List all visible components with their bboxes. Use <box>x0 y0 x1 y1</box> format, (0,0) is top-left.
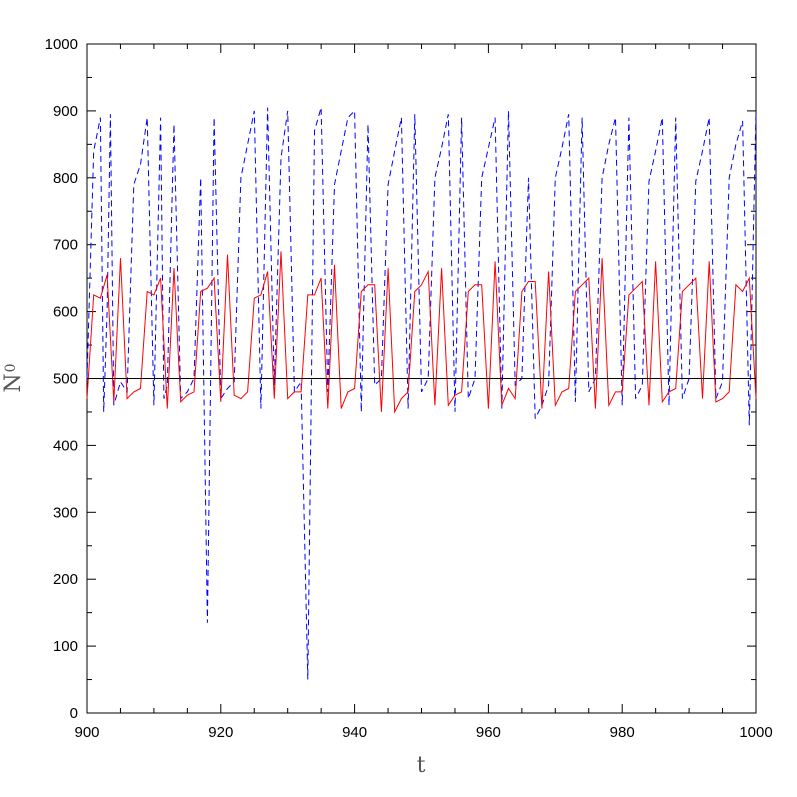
series-line-dashed <box>86 107 757 680</box>
y-tick-label: 100 <box>53 638 78 655</box>
x-tick-label: 960 <box>476 724 501 741</box>
y-tick-label: 600 <box>53 304 78 321</box>
y-tick-label: 500 <box>53 371 78 388</box>
y-axis-title: N0 <box>1 363 26 392</box>
y-tick-label: 1000 <box>45 36 78 53</box>
series-layer <box>86 107 757 680</box>
series-line-solid <box>86 251 757 414</box>
axis-tick-labels: 900 920 940 960 980 1000 0 100 200 300 400 500 600 70… <box>45 36 773 741</box>
y-tick-label: 300 <box>53 504 78 521</box>
y-tick-label: 400 <box>53 437 78 454</box>
x-tick-label: 920 <box>208 724 233 741</box>
y-tick-label: 700 <box>53 237 78 254</box>
x-tick-label: 1000 <box>739 724 772 741</box>
y-tick-label: 200 <box>53 571 78 588</box>
x-tick-label: 980 <box>610 724 635 741</box>
y-tick-label: 0 <box>70 705 78 722</box>
axis-ticks <box>86 43 757 714</box>
y-tick-label: 900 <box>53 103 78 120</box>
y-axis-title-main: N <box>1 373 26 392</box>
x-axis-title: t <box>417 753 426 778</box>
x-tick-label: 900 <box>74 724 99 741</box>
x-tick-label: 940 <box>342 724 367 741</box>
y-axis-title-sub: 0 <box>3 363 19 372</box>
y-tick-label: 800 <box>53 170 78 187</box>
